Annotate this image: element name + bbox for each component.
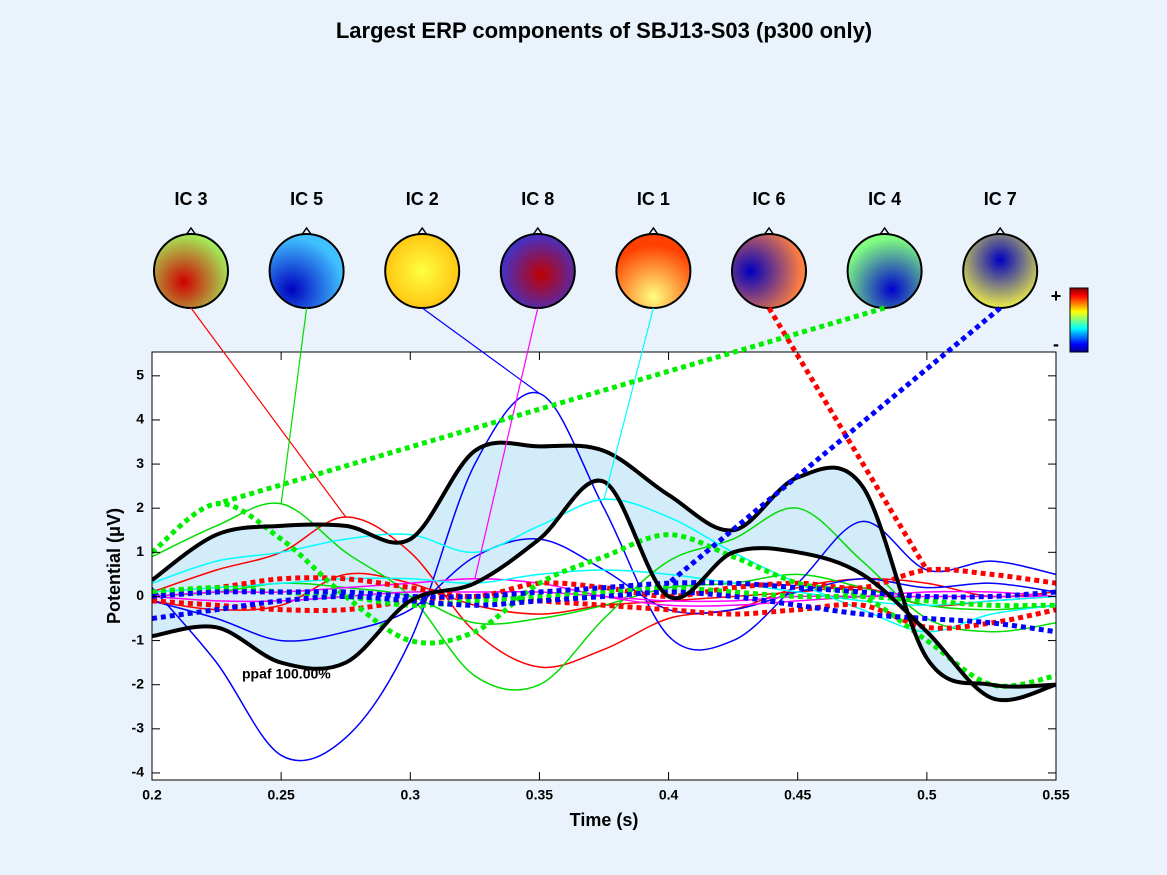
connector — [421, 307, 540, 394]
nose — [416, 226, 428, 236]
nose — [647, 226, 660, 236]
nose — [185, 226, 197, 236]
y-axis-label: Potential (μV) — [104, 508, 124, 624]
component-trace — [152, 593, 1056, 631]
x-tick-label: 0.4 — [659, 787, 679, 803]
map-label: IC 3 — [174, 189, 207, 209]
scalp-map — [153, 233, 229, 309]
map-label: IC 6 — [752, 189, 785, 209]
colorbar-label: - — [1053, 334, 1059, 354]
component-trace — [152, 580, 1056, 600]
y-tick-label: 1 — [136, 543, 144, 559]
x-tick-label: 0.55 — [1042, 787, 1069, 803]
x-tick-label: 0.5 — [917, 787, 937, 803]
component-trace — [152, 516, 1056, 669]
map-label: IC 1 — [637, 189, 670, 209]
nose — [994, 226, 1006, 236]
x-tick-label: 0.25 — [268, 787, 295, 803]
map-label: IC 4 — [868, 189, 901, 209]
y-tick-label: -4 — [132, 764, 145, 780]
x-tick-label: 0.45 — [784, 787, 811, 803]
x-tick-label: 0.3 — [401, 787, 421, 803]
y-tick-label: -1 — [132, 631, 145, 647]
scalp-map — [615, 233, 692, 309]
component-trace — [152, 391, 1056, 762]
scalp-map — [731, 233, 807, 309]
map-label: IC 2 — [406, 189, 439, 209]
colorbar-label: + — [1051, 286, 1062, 306]
scalp-map — [268, 233, 345, 309]
y-tick-label: 3 — [136, 455, 144, 471]
scalp-map — [384, 233, 461, 309]
map-label: IC 8 — [521, 189, 554, 209]
map-label: IC 7 — [984, 189, 1017, 209]
y-tick-label: 2 — [136, 499, 144, 515]
y-tick-label: 4 — [136, 411, 144, 427]
nose — [878, 226, 891, 236]
connector — [766, 306, 929, 572]
x-axis-label: Time (s) — [570, 810, 639, 830]
y-tick-label: 0 — [136, 587, 144, 603]
x-tick-label: 0.2 — [142, 787, 162, 803]
y-tick-label: 5 — [136, 367, 144, 383]
nose — [532, 226, 544, 236]
y-tick-label: -3 — [132, 720, 145, 736]
scalp-map — [499, 233, 576, 309]
nose — [300, 226, 313, 236]
connector — [474, 307, 539, 579]
connector — [215, 305, 886, 507]
envelope-fill — [152, 442, 1056, 701]
axes-frame — [151, 351, 1057, 781]
chart-title: Largest ERP components of SBJ13-S03 (p30… — [336, 18, 872, 43]
connector — [190, 307, 347, 518]
connector — [280, 307, 308, 504]
component-trace — [152, 569, 1056, 607]
colorbar — [1069, 287, 1089, 353]
connector — [603, 307, 654, 500]
component-trace — [152, 501, 1056, 689]
scalp-map — [846, 233, 923, 309]
y-tick-label: -2 — [132, 675, 145, 691]
nose — [763, 226, 775, 236]
map-label: IC 5 — [290, 189, 323, 209]
x-tick-label: 0.35 — [526, 787, 553, 803]
envelope-line — [152, 478, 1056, 703]
scalp-map — [962, 233, 1039, 309]
envelope-line — [152, 440, 1056, 689]
